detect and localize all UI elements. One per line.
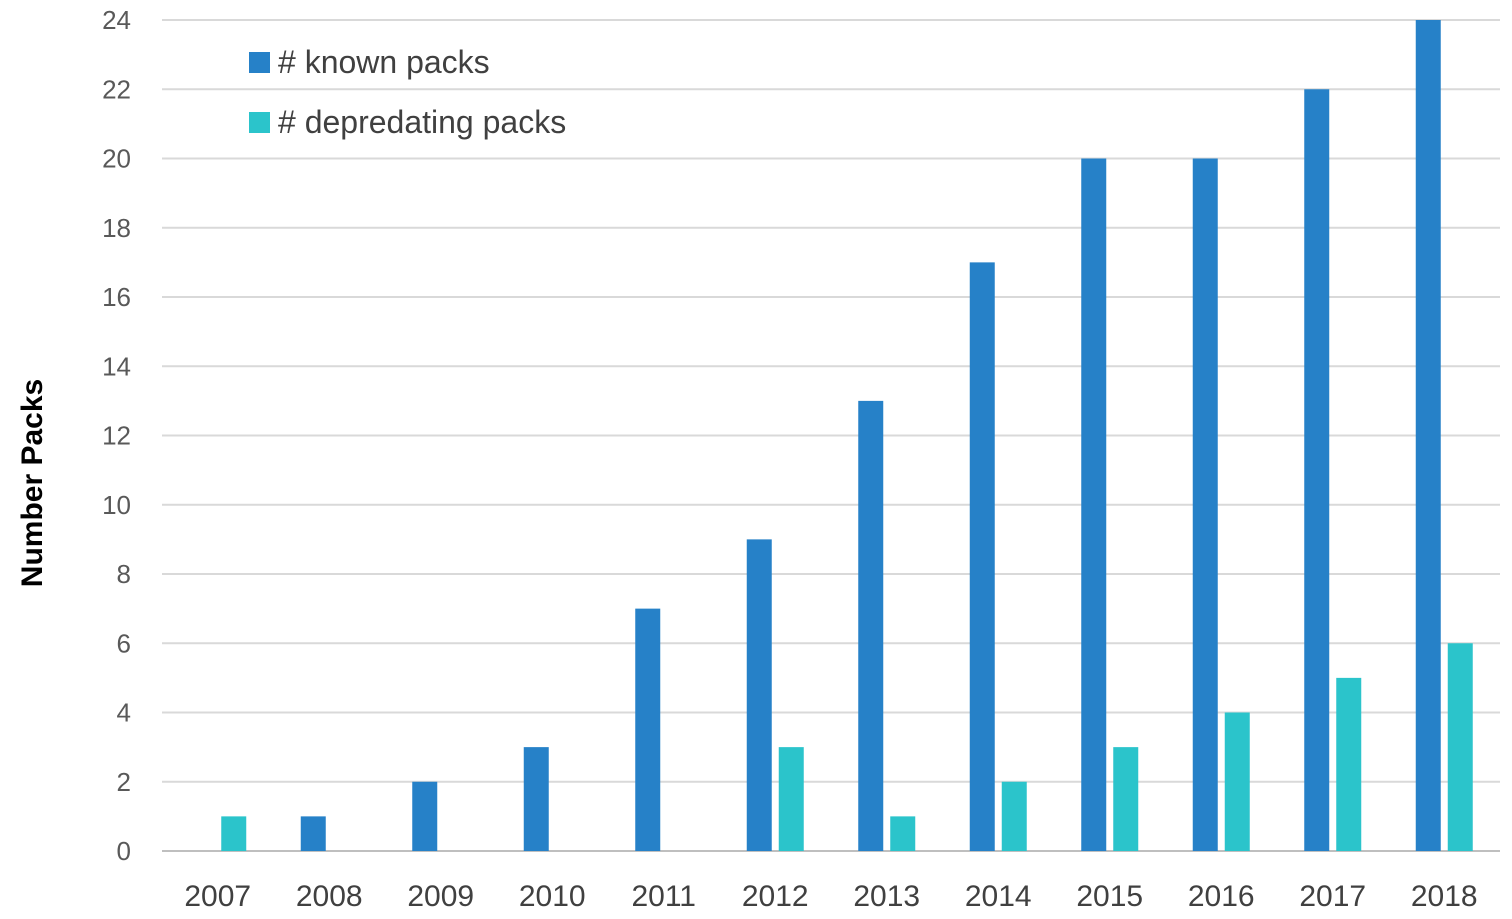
- bar-depredating-packs: [890, 816, 916, 851]
- bar-known-packs: [746, 539, 772, 851]
- bar-known-packs: [858, 400, 884, 851]
- x-tick-label: 2014: [965, 880, 1032, 913]
- bar-known-packs: [969, 262, 995, 851]
- x-tick-label: 2007: [184, 880, 251, 913]
- bar-depredating-packs: [1113, 747, 1139, 851]
- legend: # known packs # depredating packs: [249, 44, 566, 140]
- x-tick-label: 2010: [519, 880, 586, 913]
- x-tick-label: 2013: [853, 880, 920, 913]
- bar-known-packs: [635, 608, 661, 851]
- bar-known-packs: [1415, 20, 1441, 851]
- legend-label: # depredating packs: [278, 104, 566, 140]
- x-tick-label: 2018: [1411, 880, 1478, 913]
- bar-known-packs: [1304, 89, 1330, 851]
- x-tick-label: 2017: [1299, 880, 1366, 913]
- y-tick-label: 10: [102, 490, 131, 520]
- y-tick-label: 4: [117, 698, 131, 728]
- bar-depredating-packs: [778, 747, 804, 851]
- x-axis-ticks: 2007 2008 2009 2010 2011 2012 2013 2014 2015 2016…: [184, 880, 1477, 913]
- y-axis-title: Number Packs: [16, 379, 49, 587]
- y-tick-label: 6: [117, 628, 131, 658]
- y-tick-label: 24: [102, 5, 131, 35]
- x-tick-label: 2016: [1188, 880, 1255, 913]
- bar-depredating-packs: [1001, 781, 1027, 851]
- y-tick-label: 14: [102, 351, 131, 381]
- y-tick-label: 18: [102, 213, 131, 243]
- y-tick-label: 0: [117, 836, 131, 866]
- bar-depredating-packs: [1224, 712, 1250, 851]
- y-tick-label: 8: [117, 559, 131, 589]
- bar-depredating-packs: [1336, 677, 1362, 851]
- y-tick-label: 16: [102, 282, 131, 312]
- y-tick-label: 20: [102, 144, 131, 174]
- legend-swatch: [249, 52, 270, 73]
- bar-depredating-packs: [1447, 643, 1473, 851]
- bars: [221, 20, 1473, 851]
- x-tick-label: 2008: [296, 880, 363, 913]
- gridlines: [162, 19, 1500, 852]
- x-tick-label: 2015: [1076, 880, 1143, 913]
- legend-label: # known packs: [278, 44, 490, 80]
- x-tick-label: 2012: [742, 880, 809, 913]
- bar-known-packs: [1192, 158, 1218, 851]
- bar-known-packs: [412, 781, 438, 851]
- y-tick-label: 22: [102, 74, 131, 104]
- x-tick-label: 2011: [631, 880, 696, 913]
- x-tick-label: 2009: [407, 880, 474, 913]
- legend-swatch: [249, 112, 270, 133]
- bar-known-packs: [300, 816, 326, 851]
- bar-known-packs: [523, 747, 549, 851]
- bar-known-packs: [1081, 158, 1107, 851]
- y-tick-label: 12: [102, 421, 131, 451]
- bar-depredating-packs: [221, 816, 247, 851]
- y-tick-label: 2: [117, 767, 131, 797]
